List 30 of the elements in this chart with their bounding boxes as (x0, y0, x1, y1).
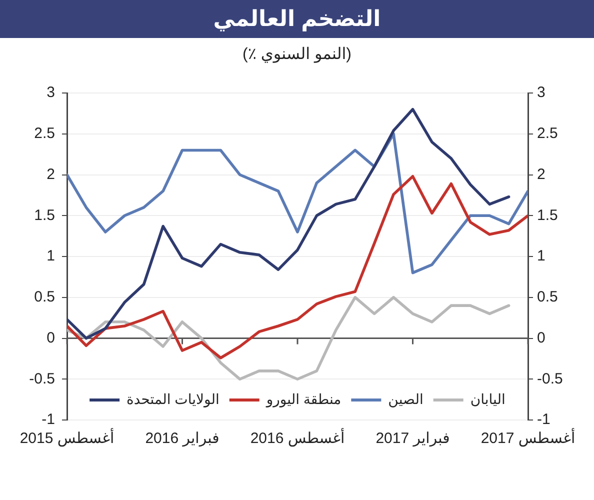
x-tick-label: فبراير 2016 (145, 430, 220, 448)
chart-title: التضخم العالمي (213, 6, 381, 32)
y-tick-label: -1 (42, 411, 55, 428)
y2-tick-label: -0.5 (537, 370, 563, 388)
y2-tick-label: -1 (537, 411, 550, 428)
y-tick-label: 2 (46, 166, 55, 183)
legend-label: منطقة اليورو (265, 390, 342, 408)
y-tick-label: 1 (46, 248, 55, 265)
y-tick-label: 0.5 (34, 288, 55, 306)
y2-tick-label: 3 (537, 84, 546, 102)
x-tick-label: فبراير 2017 (376, 430, 450, 448)
header-banner: التضخم العالمي (0, 0, 594, 38)
y-tick-label: 3 (46, 84, 55, 102)
legend-label: اليابان (470, 390, 506, 407)
chart-subtitle: (النمو السنوي ٪) (242, 45, 352, 64)
x-tick-label: أغسطس 2016 (250, 428, 345, 448)
legend-label: الصين (388, 390, 424, 408)
x-tick-label: أغسطس 2017 (480, 428, 576, 448)
y-tick-label: -0.5 (29, 370, 55, 388)
y2-tick-label: 0.5 (537, 288, 558, 306)
y-tick-label: 1.5 (34, 206, 55, 224)
legend-label: الولايات المتحدة (126, 390, 220, 408)
y2-tick-label: 2 (537, 166, 546, 183)
y-tick-label: 0 (46, 329, 55, 346)
y2-tick-label: 2.5 (537, 125, 558, 142)
y-tick-label: 2.5 (34, 125, 55, 142)
x-tick-label: أغسطس 2015 (20, 428, 114, 448)
y2-tick-label: 1 (537, 248, 546, 265)
y2-tick-label: 0 (537, 329, 546, 346)
y2-tick-label: 1.5 (537, 206, 558, 224)
